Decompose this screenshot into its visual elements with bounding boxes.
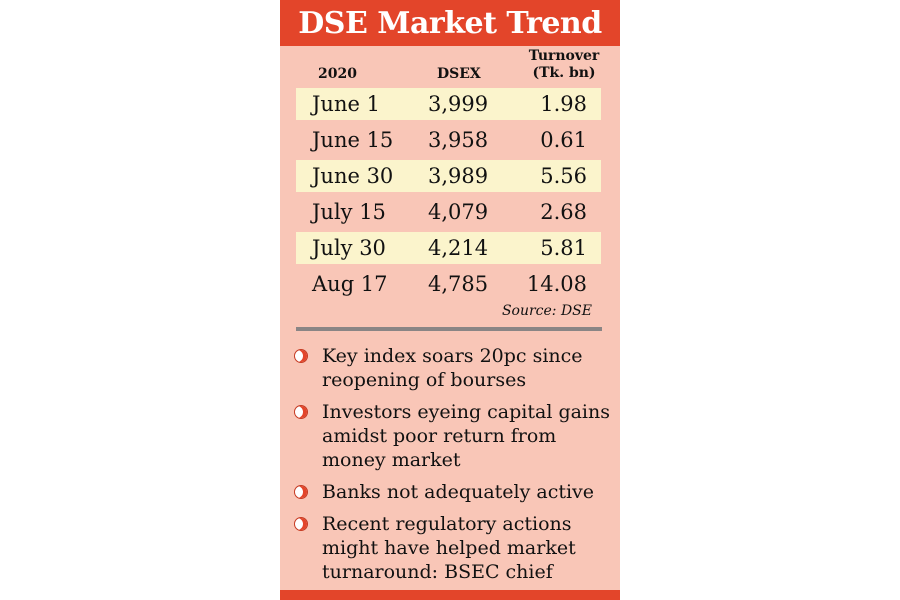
list-item: Recent regulatory actions might have hel… [294,512,612,584]
table-row: July 15 4,079 2.68 [296,196,601,228]
bullet-text: Banks not adequately active [322,481,595,503]
row-dsex: 3,999 [428,92,489,116]
table-header: 2020 DSEX Turnover (Tk. bn) [280,48,620,90]
list-item: Investors eyeing capital gains amidst po… [294,400,612,472]
row-date: July 15 [312,200,386,224]
footer-bar [280,590,620,600]
table-row: July 30 4,214 5.81 [296,232,601,264]
title-banner: DSE Market Trend [280,0,620,46]
divider [296,327,602,331]
row-turnover: 14.08 [526,272,587,296]
row-date: June 1 [312,92,380,116]
table-row: June 1 3,999 1.98 [296,88,601,120]
bullet-text: Investors eyeing capital gains amidst po… [322,401,610,471]
bullet-circle-icon [294,485,308,499]
list-item: Key index soars 20pc since reopening of … [294,344,612,392]
bullet-text: Key index soars 20pc since reopening of … [322,345,583,391]
page-title: DSE Market Trend [298,5,602,41]
source-note: Source: DSE [501,303,592,319]
turnover-header-line1: Turnover [528,48,600,64]
row-turnover: 5.81 [540,236,587,260]
turnover-header-line2: (Tk. bn) [532,65,596,81]
row-dsex: 3,989 [428,164,489,188]
row-turnover: 5.56 [540,164,587,188]
row-date: Aug 17 [312,272,388,296]
table-row: Aug 17 4,785 14.08 [296,268,601,300]
bullet-circle-icon [294,405,308,419]
row-dsex: 4,214 [428,236,489,260]
bullet-list: Key index soars 20pc since reopening of … [294,344,612,592]
bullet-circle-icon [294,349,308,363]
column-header-dsex: DSEX [437,66,481,82]
column-header-turnover: Turnover (Tk. bn) [528,48,600,82]
row-dsex: 4,079 [428,200,489,224]
row-date: June 30 [312,164,394,188]
row-turnover: 1.98 [540,92,587,116]
bullet-text: Recent regulatory actions might have hel… [322,513,576,583]
table-row: June 15 3,958 0.61 [296,124,601,156]
column-header-year: 2020 [318,66,357,82]
row-dsex: 3,958 [428,128,489,152]
bullet-circle-icon [294,517,308,531]
row-date: July 30 [312,236,386,260]
list-item: Banks not adequately active [294,480,612,504]
row-turnover: 0.61 [540,128,587,152]
row-turnover: 2.68 [540,200,587,224]
market-trend-card: DSE Market Trend 2020 DSEX Turnover (Tk.… [280,0,620,600]
row-date: June 15 [312,128,394,152]
row-dsex: 4,785 [428,272,489,296]
table-row: June 30 3,989 5.56 [296,160,601,192]
